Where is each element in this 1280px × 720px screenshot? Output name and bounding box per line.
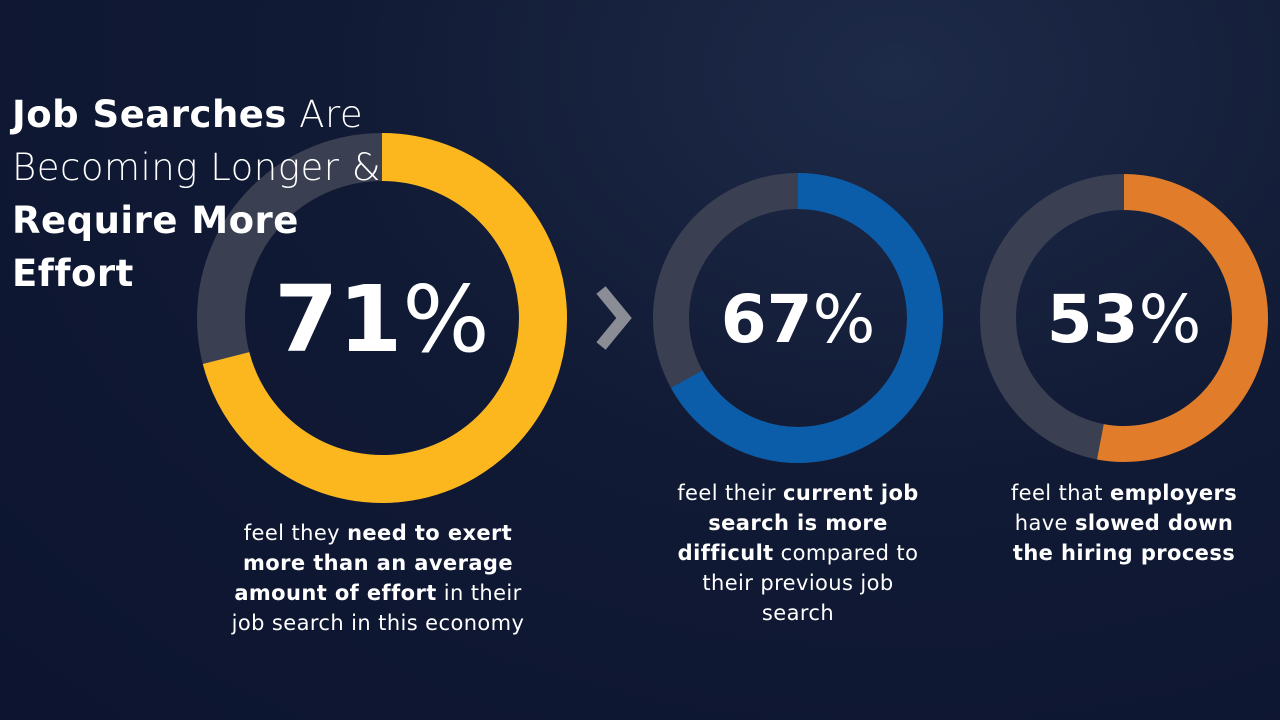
description: feel their current job search is more di…	[673, 478, 923, 628]
value-number: 67	[721, 281, 813, 358]
donut-arc	[1097, 174, 1268, 462]
description-text: feel they	[243, 521, 348, 545]
description-text: have	[1014, 511, 1075, 535]
donut-arc	[202, 133, 567, 503]
description-bold: employers	[1109, 481, 1238, 505]
arrow-chevron	[596, 286, 632, 350]
description: feel they need to exert more than an ave…	[228, 518, 528, 638]
value-number: 53	[1047, 281, 1139, 358]
value-number: 71	[274, 266, 402, 373]
title-bold: Job Searches	[12, 93, 287, 136]
value-label: 67%	[721, 281, 876, 358]
title: Job Searches Are Becoming Longer & Requi…	[12, 88, 392, 300]
description-bold: current job search is more difficult	[677, 481, 919, 565]
value-label: 71%	[274, 266, 489, 373]
value-unit: %	[1139, 281, 1202, 358]
description-text: feel their	[677, 481, 784, 505]
title-bold: Require More Effort	[12, 199, 299, 295]
description-bold: need to exert more than an average amoun…	[234, 521, 513, 605]
value-label: 53%	[1047, 281, 1202, 358]
description-text: compared to their previous job search	[702, 541, 919, 625]
value-unit: %	[402, 266, 489, 373]
description-text: in their job search in this economy	[231, 581, 525, 635]
description-bold: slowed down the hiring process	[1012, 511, 1236, 565]
description-text: feel that	[1010, 481, 1110, 505]
description: feel that employers have slowed down the…	[999, 478, 1249, 568]
value-unit: %	[813, 281, 876, 358]
title-light: Are Becoming Longer &	[12, 93, 382, 189]
donut-arc	[670, 173, 943, 463]
